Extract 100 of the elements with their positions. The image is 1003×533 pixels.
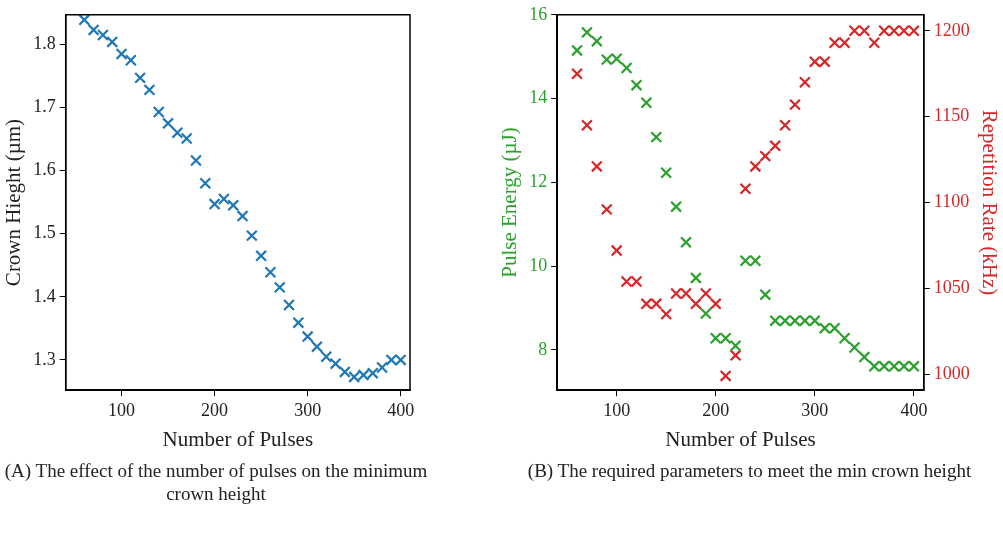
- y-tick-label: 1.3: [33, 348, 56, 369]
- x-tick-label: 300: [801, 399, 829, 420]
- point: [134, 71, 147, 84]
- point: [640, 96, 653, 109]
- y-axis-title: Crown Hieght (µm): [1, 118, 26, 287]
- point: [640, 297, 653, 310]
- y-tick-label: 10: [529, 254, 548, 275]
- y2-tick-label: 1000: [933, 362, 970, 383]
- point: [739, 254, 752, 267]
- y-tick-label: 1.6: [33, 159, 56, 180]
- point: [858, 351, 871, 364]
- x-tick-label: 300: [294, 399, 322, 420]
- point: [143, 83, 156, 96]
- point: [630, 79, 643, 92]
- y2-tick-label: 1050: [933, 277, 970, 298]
- point: [779, 119, 792, 132]
- point: [348, 370, 361, 383]
- point: [376, 361, 389, 374]
- point: [189, 154, 203, 167]
- point: [620, 61, 633, 75]
- point: [650, 297, 663, 310]
- point: [838, 36, 851, 49]
- point: [699, 287, 712, 300]
- point: [357, 369, 370, 382]
- point: [818, 55, 831, 68]
- point: [749, 160, 762, 173]
- point: [180, 132, 193, 145]
- point: [236, 210, 249, 223]
- point: [689, 297, 702, 310]
- point: [115, 47, 128, 60]
- point: [171, 126, 184, 139]
- x-tick-label: 400: [387, 399, 415, 420]
- point: [590, 160, 603, 173]
- point: [227, 199, 240, 212]
- point: [650, 131, 663, 144]
- point: [759, 150, 772, 163]
- y-tick-label: 14: [529, 87, 548, 108]
- point: [709, 297, 722, 310]
- point: [660, 166, 673, 179]
- y-tick-label: 1.8: [33, 33, 56, 54]
- point: [124, 54, 137, 67]
- point: [162, 117, 175, 130]
- x-tick-label: 100: [108, 399, 136, 420]
- point: [590, 35, 603, 48]
- y2-axis-title: Repetition Rate (kHz): [977, 109, 1002, 296]
- point: [152, 105, 165, 119]
- point: [570, 67, 584, 80]
- point: [828, 322, 841, 335]
- point: [245, 229, 258, 242]
- point: [620, 275, 633, 288]
- text: (B) The required parameters to meet the min crown height: [526, 459, 973, 482]
- point: [868, 36, 881, 49]
- y2-tick-label: 1100: [933, 191, 970, 212]
- x-axis-title: Number of Pulses: [162, 426, 314, 451]
- point: [719, 332, 732, 345]
- point: [739, 182, 752, 195]
- point: [868, 360, 881, 373]
- point: [838, 332, 851, 345]
- point: [580, 119, 593, 132]
- point: [78, 14, 91, 26]
- y-tick-label: 16: [529, 3, 548, 24]
- y2-tick-label: 1150: [933, 105, 970, 126]
- point: [208, 198, 221, 211]
- point: [338, 365, 351, 378]
- point: [699, 307, 712, 320]
- point: [660, 308, 673, 321]
- y-tick-label: 1.7: [33, 96, 56, 117]
- point: [828, 36, 841, 49]
- point: [679, 236, 693, 249]
- point: [769, 139, 782, 152]
- point: [818, 322, 831, 335]
- y-tick-label: 12: [529, 171, 548, 192]
- point: [788, 314, 802, 327]
- x-axis-title: Number of Pulses: [665, 426, 816, 451]
- point: [759, 288, 772, 301]
- point: [217, 192, 230, 206]
- point: [320, 350, 333, 363]
- point: [858, 24, 871, 37]
- point: [679, 287, 693, 300]
- point: [897, 24, 911, 37]
- y2-tick-label: 1200: [933, 19, 970, 40]
- y-tick-label: 1.5: [33, 222, 56, 243]
- x-tick-label: 200: [702, 399, 730, 420]
- point: [255, 249, 268, 262]
- point: [282, 298, 296, 312]
- point: [87, 23, 100, 36]
- x-tick-label: 200: [201, 399, 229, 420]
- point: [610, 244, 623, 257]
- point: [600, 203, 613, 216]
- point: [788, 98, 802, 111]
- point: [580, 26, 593, 39]
- point: [366, 367, 379, 380]
- text: (A) The effect of the number of pulses on the minimum crown height: [3, 459, 429, 505]
- point: [749, 254, 762, 267]
- point: [292, 316, 305, 329]
- point: [848, 341, 861, 354]
- point: [199, 177, 212, 190]
- point: [689, 271, 702, 284]
- point: [610, 52, 623, 65]
- point: [301, 330, 314, 343]
